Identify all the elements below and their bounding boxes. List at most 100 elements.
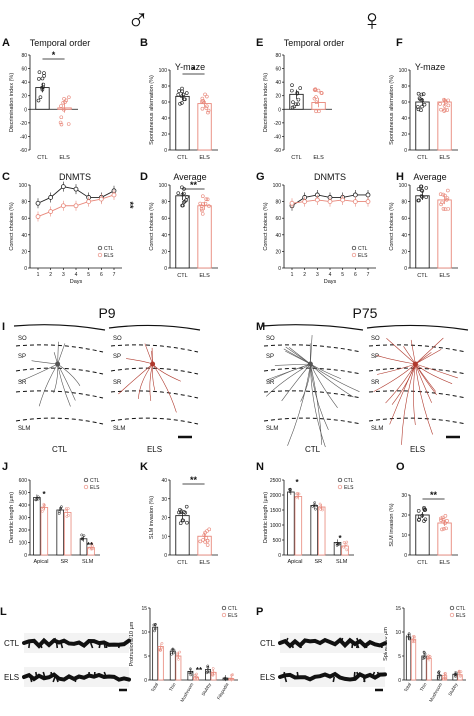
panel-B-point: [178, 101, 182, 106]
panel-A-point: [59, 115, 64, 120]
panel-N-point: [345, 548, 349, 552]
panel-P-point: [459, 674, 463, 678]
panel-A-point: [67, 95, 71, 100]
panel-O-x-label: CTL: [417, 560, 427, 566]
panel-O-y-tick-label: 0: [404, 553, 407, 559]
panel-A-letter: A: [2, 37, 10, 49]
panel-O-point: [441, 517, 446, 522]
panel-B-y-label: Spontaneous alternation (%): [149, 75, 155, 145]
panel-P-ctl-spine: [365, 642, 369, 649]
panel-M-els-dendrite: [401, 363, 416, 445]
panel-M-els-dendrite: [385, 363, 416, 404]
panel-F-y-tick-label: 20: [401, 132, 407, 138]
panel-J-y-tick-label: 100: [19, 541, 28, 547]
panel-G-y-tick-label: 40: [275, 233, 281, 239]
panel-A-point: [36, 98, 41, 103]
panel-N-y-tick-label: 1500: [270, 508, 281, 514]
panel-J-sig: *: [42, 490, 46, 499]
panel-J-point: [80, 537, 84, 541]
panel-O-sig: **: [430, 490, 438, 500]
panel-D-point: [184, 198, 188, 203]
panel-F-point: [416, 91, 421, 96]
panel-E-point: [317, 109, 321, 114]
panel-B-point: [204, 106, 209, 110]
panel-H-point: [443, 207, 448, 211]
panel-F-point: [416, 107, 421, 112]
panel-P-point: [457, 669, 461, 673]
panel-I-ctl-basal-dendrite: [53, 352, 58, 365]
panel-G-legend-marker: [351, 252, 357, 258]
panel-P-point: [443, 676, 447, 680]
panel-L-point: [153, 623, 157, 626]
panel-I-ctl-alveus: [13, 324, 106, 331]
panel-G-point-els: [327, 199, 333, 205]
panel-K-point: [184, 504, 189, 509]
panel-G-point-ctl: [365, 192, 371, 198]
panel-L-x-label: Filopodia: [216, 682, 230, 701]
panel-H-letter: H: [396, 171, 404, 183]
panel-L-point: [229, 677, 233, 681]
panel-P-point: [413, 639, 416, 643]
panel-P-point: [422, 651, 426, 654]
panel-D-point: [200, 212, 205, 216]
panel-G-y-tick-label: 20: [275, 249, 281, 255]
panel-N-bar-ctl: [310, 505, 318, 556]
panel-P-row-label-els: ELS: [260, 673, 275, 682]
panel-L-point: [206, 664, 210, 668]
panel-N-sig: *: [338, 534, 342, 543]
panel-M-ctl-basal-dendrite: [285, 350, 311, 365]
panel-C-legend-label: ELS: [104, 253, 114, 259]
panel-D-point: [200, 208, 204, 213]
panel-F-point: [439, 107, 443, 112]
panel-A-point: [40, 87, 45, 92]
panel-E-point: [296, 97, 301, 102]
panel-A-y-tick-label: -60: [20, 148, 27, 154]
panel-A-point: [59, 104, 63, 108]
panel-N-bar-els: [317, 506, 326, 556]
panel-P-els-spine: [362, 676, 366, 683]
panel-B-point: [180, 94, 184, 99]
panel-P-point: [437, 670, 441, 674]
panel-O-y-tick-label: 30: [401, 493, 407, 499]
panel-I-ctl-layer-boundary: [15, 367, 104, 375]
panel-C-legend-marker: [97, 245, 103, 251]
panel-P-els-dendrite: [278, 671, 387, 682]
panel-I-title: P9: [98, 305, 115, 321]
panel-L-ctl-spine: [89, 642, 94, 649]
panel-N-x-label: SLM: [336, 559, 348, 565]
panel-A-point: [40, 76, 45, 81]
panel-F-point: [422, 102, 427, 107]
panel-L-ctl-dendrite: [22, 637, 131, 649]
panel-M-ctl-basal-dendrite: [310, 335, 313, 365]
panel-M-ctl-layer-label: SO: [266, 336, 275, 342]
panel-E-y-tick-label: -60: [274, 148, 281, 154]
panel-H-point: [441, 207, 446, 211]
panel-C-title: DNMTS: [59, 172, 91, 182]
panel-I-ctl-basal-dendrite: [57, 341, 59, 365]
panel-A-y-tick-label: 40: [21, 80, 27, 86]
panel-D-point: [207, 204, 211, 208]
panel-I-els-dendrite: [138, 363, 153, 399]
panel-L-y-tick-label: 0: [144, 678, 147, 684]
panel-B-letter: B: [140, 37, 148, 49]
panel-K-point: [178, 521, 183, 526]
panel-E-y-tick-label: 20: [275, 94, 281, 100]
panel-O-point: [443, 514, 448, 518]
panel-L-point: [176, 653, 179, 657]
panel-H-x-label: CTL: [417, 273, 427, 279]
panel-M-ctl-dendrite: [310, 363, 338, 408]
panel-M-ctl-alveus: [261, 324, 364, 331]
panel-J-point: [34, 498, 37, 502]
panel-I-ctl-dendrite: [31, 360, 58, 365]
panel-B-point: [205, 104, 209, 109]
panel-L-els-spine: [55, 676, 59, 683]
panel-D-y-tick-label: 60: [161, 216, 167, 222]
panel-M-ctl-layer-boundary: [263, 344, 362, 353]
panel-C-point-els: [35, 214, 41, 219]
panel-N-y-label: Dendritic length (µm): [263, 492, 269, 543]
panel-I-els-layer-boundary: [110, 367, 199, 375]
panel-D-y-tick-label: 80: [161, 200, 167, 206]
panel-C-x-label: Days: [70, 279, 83, 285]
panel-M-els-dendrite: [415, 363, 433, 435]
panel-K-point: [185, 520, 189, 525]
